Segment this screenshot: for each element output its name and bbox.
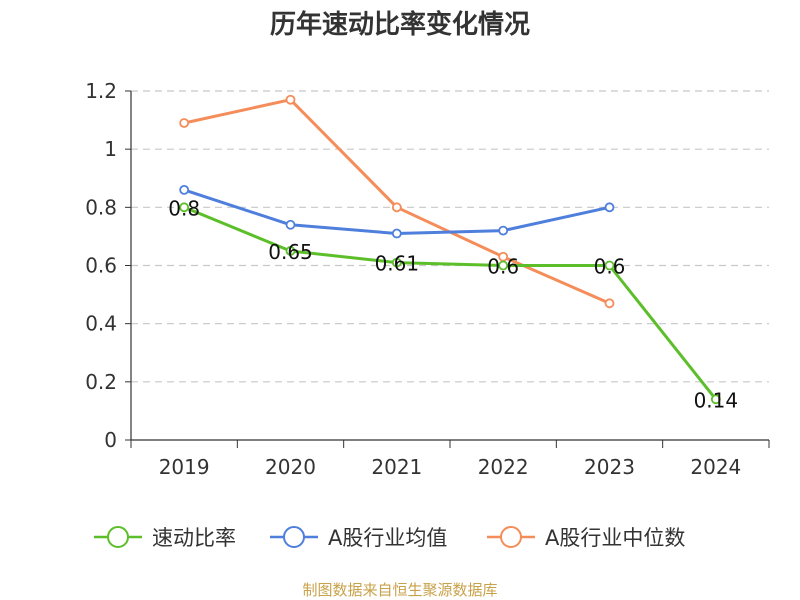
data-label: 0.6 [487, 255, 519, 279]
x-tick-label: 2023 [584, 455, 635, 479]
legend-swatch-marker [500, 526, 522, 548]
data-point [710, 394, 721, 405]
legend-swatch-marker [107, 526, 129, 548]
data-point [391, 228, 402, 239]
data-point [179, 202, 190, 213]
series-1 [179, 202, 721, 405]
data-labels: 0.8 0.65 0.61 0.6 0.6 0.14 [168, 196, 738, 412]
x-tick-label: 2022 [478, 455, 529, 479]
y-tick-label: 0.8 [85, 195, 117, 219]
legend-label: A股行业中位数 [545, 526, 685, 550]
data-label: 0.8 [168, 196, 200, 220]
data-point [179, 184, 190, 195]
data-label: 0.61 [375, 252, 420, 276]
data-point [604, 260, 615, 271]
y-tick-label: 1.2 [85, 79, 117, 103]
legend-swatch-marker [283, 526, 305, 548]
legend-item: A股行业中位数 [487, 526, 685, 550]
legend-item: A股行业均值 [270, 526, 447, 550]
x-tick-label: 2019 [159, 455, 210, 479]
data-point [285, 219, 296, 230]
legend-label: A股行业均值 [328, 526, 447, 550]
data-label: 0.6 [594, 255, 626, 279]
series-2 [179, 184, 615, 239]
y-tick-label: 0.6 [85, 254, 117, 278]
data-label: 0.14 [694, 388, 739, 412]
data-point [179, 118, 190, 128]
data-point [285, 246, 296, 256]
series-3 [179, 94, 615, 309]
chart-title: 历年速动比率变化情况 [270, 9, 530, 40]
data-label: 0.65 [268, 240, 313, 264]
data-point [604, 202, 615, 213]
series-layer [179, 94, 721, 405]
axes: 0 0.2 0.4 0.6 0.8 1 1.2 2019 2020 2021 2022 2023 202… [85, 79, 770, 479]
legend-label: 速动比率 [152, 526, 236, 550]
data-point [391, 257, 402, 268]
legend: 速动比率 A股行业均值 A股行业中位数 [94, 526, 685, 550]
y-tick-label: 1 [104, 137, 117, 161]
data-point [498, 260, 509, 271]
y-tick-label: 0.4 [85, 312, 117, 336]
y-tick-label: 0.2 [85, 370, 117, 394]
data-point [285, 94, 296, 105]
series-line [183, 205, 717, 401]
x-tick-label: 2020 [265, 455, 316, 479]
legend-item: 速动比率 [94, 526, 236, 550]
x-tick-label: 2021 [371, 455, 422, 479]
data-point [604, 298, 615, 309]
y-tick-label: 0 [104, 428, 117, 452]
x-tick-label: 2024 [690, 455, 741, 479]
grid-lines [131, 90, 769, 383]
data-point [498, 225, 509, 236]
source-note: 制图数据来自恒生聚源数据库 [302, 581, 497, 599]
data-point [391, 202, 402, 213]
